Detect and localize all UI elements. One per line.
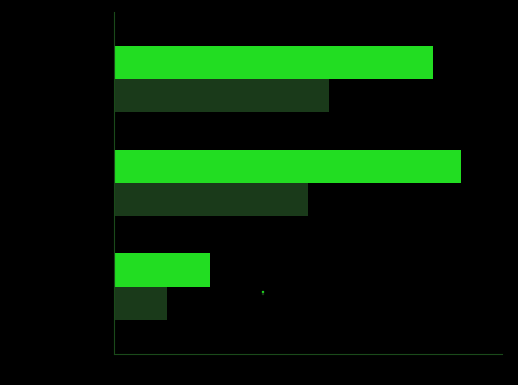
Bar bbox=[114, 253, 210, 287]
Bar bbox=[114, 150, 461, 183]
Bar bbox=[114, 79, 329, 112]
Bar bbox=[114, 287, 167, 320]
Legend: , : , bbox=[262, 291, 263, 294]
Bar bbox=[114, 183, 308, 216]
Bar bbox=[114, 46, 433, 79]
